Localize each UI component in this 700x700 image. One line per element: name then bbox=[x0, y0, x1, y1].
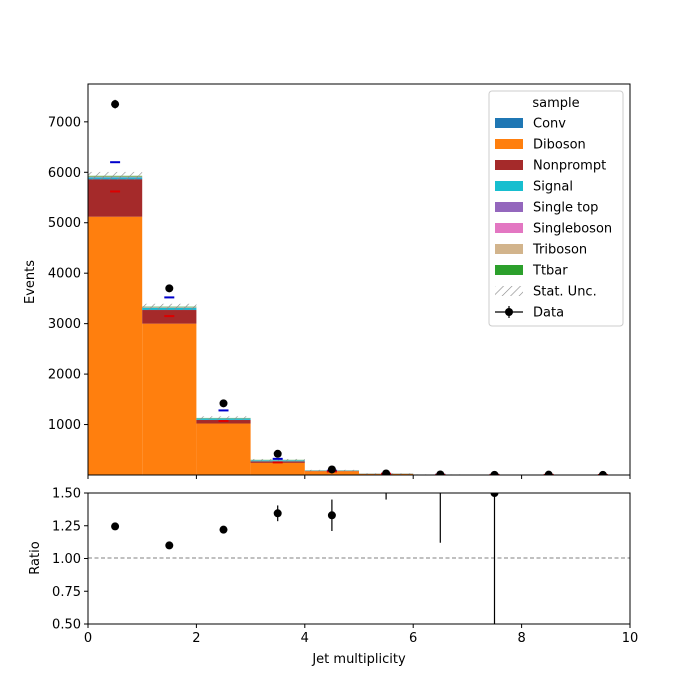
legend-title: sample bbox=[532, 96, 579, 111]
ratio-point-1 bbox=[165, 541, 174, 550]
data-point-3 bbox=[273, 449, 282, 458]
bar-nonprompt-bin-0 bbox=[88, 179, 143, 217]
main-y-ticks: 1000 2000 3000 4000 5000 6000 7000 bbox=[48, 115, 88, 433]
ratio-point-0 bbox=[111, 522, 120, 531]
main-ytick-label-5: 6000 bbox=[48, 166, 81, 181]
legend-swatch-diboson bbox=[495, 139, 523, 149]
ratio-ytick-label-0: 0.50 bbox=[52, 618, 81, 633]
ratio-x-ticks: 0 2 4 6 8 10 bbox=[84, 624, 638, 646]
legend-swatch-signal bbox=[495, 181, 523, 191]
ratio-point-7 bbox=[490, 493, 499, 497]
legend-label-conv: Conv bbox=[533, 117, 566, 132]
ratio-xtick-label-2: 4 bbox=[301, 631, 309, 646]
bar-diboson-bin-3 bbox=[250, 462, 305, 475]
main-ytick-label-6: 7000 bbox=[48, 115, 81, 130]
stat-unc-bin-2 bbox=[196, 416, 251, 420]
legend-label-triboson: Triboson bbox=[532, 243, 587, 258]
stat-unc-bin-0 bbox=[88, 171, 143, 180]
data-point-5 bbox=[382, 469, 391, 475]
main-ytick-label-0: 1000 bbox=[48, 418, 81, 433]
x-axis-title: Jet multiplicity bbox=[311, 652, 406, 667]
main-panel: 1000 2000 3000 4000 5000 6000 7000 Events samp… bbox=[23, 83, 631, 479]
legend-swatch-ttbar bbox=[495, 265, 523, 275]
ratio-xtick-label-0: 0 bbox=[84, 631, 92, 646]
data-point-4 bbox=[327, 465, 336, 474]
bar-diboson-bin-0 bbox=[88, 216, 143, 475]
main-ytick-label-1: 2000 bbox=[48, 368, 81, 383]
data-point-6 bbox=[436, 470, 445, 475]
data-point-8 bbox=[544, 470, 553, 475]
ratio-ytick-label-3: 1.25 bbox=[52, 519, 81, 534]
legend-swatch-single-top bbox=[495, 202, 523, 212]
legend-label-single-top: Single top bbox=[533, 201, 598, 216]
legend-swatch-nonprompt bbox=[495, 160, 523, 170]
main-axes-frame bbox=[87, 83, 631, 476]
ratio-xtick-label-1: 2 bbox=[192, 631, 200, 646]
ratio-point-2 bbox=[219, 525, 228, 534]
bar-signal-bin-3 bbox=[250, 460, 305, 462]
bar-diboson-bin-2 bbox=[196, 423, 251, 475]
legend-swatch-triboson bbox=[495, 244, 523, 254]
main-ytick-label-2: 3000 bbox=[48, 317, 81, 332]
ratio-xtick-label-5: 10 bbox=[622, 631, 639, 646]
legend-label-data: Data bbox=[533, 306, 564, 321]
data-points bbox=[111, 99, 607, 475]
data-point-2 bbox=[219, 399, 228, 408]
legend-label-diboson: Diboson bbox=[533, 138, 586, 153]
ratio-y-axis-title: Ratio bbox=[28, 541, 43, 574]
legend-label-singleboson: Singleboson bbox=[533, 222, 612, 237]
legend-label-nonprompt: Nonprompt bbox=[533, 159, 606, 174]
legend-marker-data bbox=[505, 308, 513, 316]
ratio-y-ticks: 0.50 0.75 1.00 1.25 1.50 bbox=[52, 487, 88, 633]
main-ytick-label-4: 5000 bbox=[48, 216, 81, 231]
stat-unc-bin-1 bbox=[142, 303, 197, 310]
ratio-panel: 0.50 0.75 1.00 1.25 1.50 0 2 4 6 8 10 Ratio Jet m… bbox=[28, 487, 638, 668]
data-point-9 bbox=[598, 470, 607, 475]
legend-label-signal: Signal bbox=[533, 180, 573, 195]
ratio-point-3 bbox=[273, 509, 282, 518]
main-y-axis-title: Events bbox=[23, 260, 38, 304]
legend-swatch-conv bbox=[495, 118, 523, 128]
data-point-0 bbox=[111, 100, 120, 109]
legend-swatch-singleboson bbox=[495, 223, 523, 233]
ratio-xtick-label-3: 6 bbox=[409, 631, 417, 646]
ratio-ytick-label-4: 1.50 bbox=[52, 487, 81, 502]
legend-label-stat-unc: Stat. Unc. bbox=[533, 285, 597, 300]
main-x-ticks bbox=[87, 475, 631, 479]
legend-label-ttbar: Ttbar bbox=[532, 264, 568, 279]
legend: sample Conv Diboson Nonprompt Signal Single t… bbox=[488, 90, 624, 327]
ratio-point-4 bbox=[327, 511, 336, 520]
ratio-points bbox=[111, 493, 499, 624]
data-point-1 bbox=[165, 284, 174, 293]
data-point-7 bbox=[490, 470, 499, 475]
ratio-ytick-label-2: 1.00 bbox=[52, 552, 81, 567]
legend-swatch-stat-unc bbox=[495, 286, 523, 296]
main-ytick-label-3: 4000 bbox=[48, 267, 81, 282]
bar-diboson-bin-1 bbox=[142, 323, 197, 475]
ratio-ytick-label-1: 0.75 bbox=[52, 585, 81, 600]
ratio-xtick-label-4: 8 bbox=[517, 631, 525, 646]
